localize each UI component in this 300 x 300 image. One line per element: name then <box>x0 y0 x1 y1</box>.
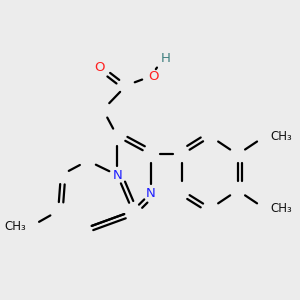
Text: N: N <box>112 169 122 182</box>
Text: CH₃: CH₃ <box>270 202 292 215</box>
Text: H: H <box>161 52 171 65</box>
Text: CH₃: CH₃ <box>270 130 292 143</box>
Text: N: N <box>146 187 155 200</box>
Text: O: O <box>94 61 105 74</box>
Text: CH₃: CH₃ <box>4 220 26 233</box>
Text: O: O <box>148 70 158 83</box>
